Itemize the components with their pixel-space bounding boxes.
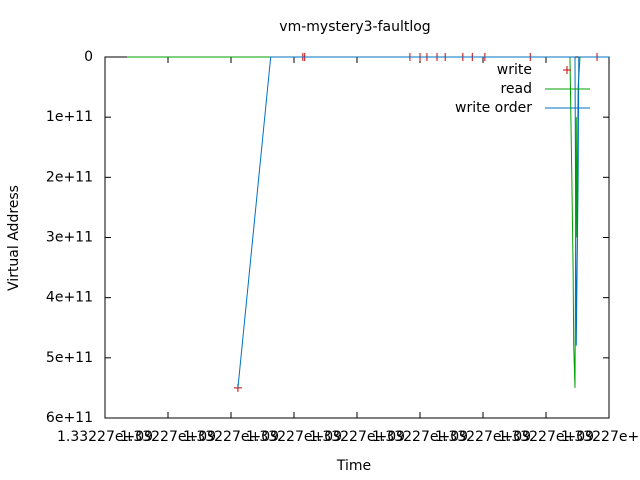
x-tick-label: 1.33227e+09 [183,429,279,445]
y-tick-label: 6e+11 [46,410,93,426]
x-tick-label: 1.33227e+09 [309,429,405,445]
y-tick-label: 3e+11 [46,230,93,246]
x-tick-label: 1.33227e+09 [246,429,342,445]
x-tick-label: 1.33227e+09 [561,429,640,445]
x-tick-label: 1.33227e+09 [372,429,468,445]
x-tick-label: 1.33227e+09 [57,429,153,445]
y-tick-label: 4e+11 [46,290,93,306]
chart-title: vm-mystery3-faultlog [279,19,430,35]
y-axis-label: Virtual Address [6,185,22,291]
y-tick-label: 2e+11 [46,169,93,185]
series-line [127,56,609,388]
y-tick-label: 1e+11 [46,109,93,125]
plot-frame [104,56,610,419]
point [563,66,571,74]
x-tick-label: 1.33227e+09 [498,429,594,445]
legend-label: write order [455,100,532,116]
x-tick-label: 1.33227e+09 [120,429,216,445]
y-tick-label: 0 [84,49,93,65]
series-line [237,56,609,388]
x-axis-label: Time [336,458,371,474]
x-tick-label: 1.33227e+09 [435,429,531,445]
legend-label: read [500,81,532,97]
legend-label: write [497,62,532,78]
y-tick-label: 5e+11 [46,350,93,366]
